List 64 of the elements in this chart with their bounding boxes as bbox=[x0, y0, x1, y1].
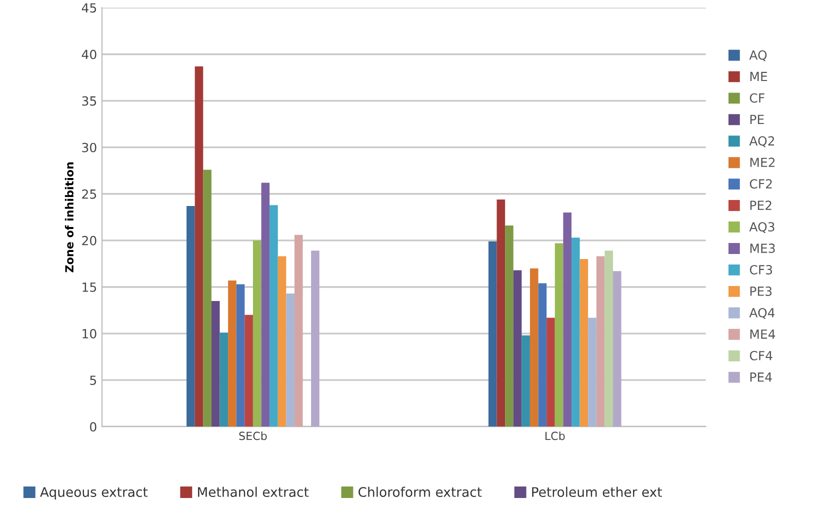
bar bbox=[563, 212, 572, 427]
bar bbox=[554, 243, 564, 427]
bar bbox=[588, 318, 596, 427]
x-tick-label: LCb bbox=[545, 431, 565, 440]
legend-label: PE bbox=[750, 114, 764, 124]
y-tick-label: 5 bbox=[90, 376, 96, 385]
y-tick-label: 25 bbox=[82, 189, 96, 199]
bar bbox=[211, 300, 220, 427]
bar bbox=[505, 226, 514, 427]
legend-label: CF bbox=[750, 93, 764, 103]
y-tick-label: 40 bbox=[82, 50, 96, 60]
bar bbox=[530, 268, 538, 427]
bar bbox=[294, 234, 303, 427]
bar bbox=[236, 284, 245, 427]
legend-label: PE4 bbox=[750, 372, 772, 382]
y-tick-label: 45 bbox=[82, 3, 96, 13]
text: Aqueous extract bbox=[40, 487, 148, 500]
legend-label: CF3 bbox=[750, 265, 772, 274]
text: Petroleum ether ext bbox=[532, 486, 662, 497]
text: Chloroform extract bbox=[358, 486, 482, 497]
bar bbox=[538, 283, 547, 427]
bar bbox=[488, 241, 497, 427]
legend-label: ME4 bbox=[750, 330, 776, 339]
bar bbox=[244, 314, 253, 427]
bar bbox=[580, 259, 588, 427]
bar bbox=[186, 206, 195, 427]
bar bbox=[261, 182, 270, 427]
legend-label: ME2 bbox=[750, 158, 775, 167]
legend-label: PE3 bbox=[750, 286, 772, 296]
bar bbox=[278, 256, 286, 427]
legend-label: ME3 bbox=[750, 244, 775, 253]
y-axis-title: Zone of inhibition bbox=[64, 162, 74, 272]
bar bbox=[522, 335, 530, 427]
legend-label: AQ2 bbox=[749, 136, 774, 148]
y-tick-label: 30 bbox=[82, 142, 96, 152]
bar bbox=[311, 250, 320, 427]
legend-label: CF4 bbox=[750, 350, 772, 360]
bar bbox=[613, 271, 622, 427]
bar bbox=[252, 240, 262, 427]
bar bbox=[496, 199, 506, 427]
legend-label: AQ bbox=[749, 50, 767, 62]
x-tick-label: SECb bbox=[239, 431, 267, 440]
text: Methanol extract bbox=[198, 486, 309, 497]
bar bbox=[604, 250, 613, 427]
legend-label: AQ4 bbox=[749, 308, 775, 319]
y-tick-label: 0 bbox=[90, 422, 96, 432]
bar bbox=[571, 238, 580, 427]
bar bbox=[596, 256, 605, 427]
legend-label: PE2 bbox=[750, 200, 772, 210]
y-tick-label: 10 bbox=[82, 329, 96, 338]
bar bbox=[546, 318, 555, 427]
y-tick-label: 35 bbox=[82, 96, 96, 106]
bar bbox=[513, 270, 522, 427]
legend-label: ME bbox=[750, 72, 768, 82]
bar bbox=[270, 205, 278, 427]
bar bbox=[194, 66, 204, 427]
bar bbox=[286, 294, 294, 427]
bar bbox=[220, 332, 228, 427]
bar bbox=[228, 280, 236, 427]
legend-label: CF2 bbox=[750, 179, 772, 189]
y-tick-label: 15 bbox=[82, 282, 96, 292]
legend-label: AQ3 bbox=[749, 222, 774, 233]
y-tick-label: 20 bbox=[82, 236, 96, 246]
bar bbox=[203, 170, 212, 427]
